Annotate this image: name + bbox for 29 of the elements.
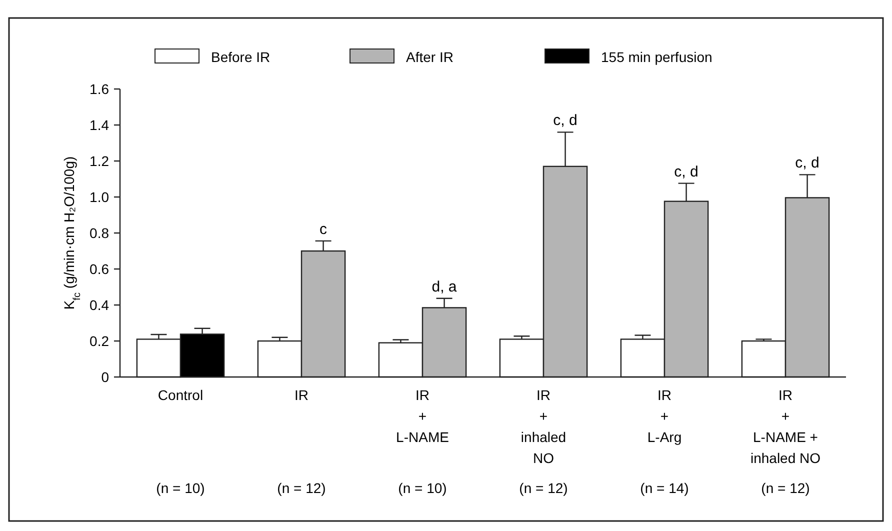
text: (n = 12) bbox=[277, 480, 326, 496]
text: (n = 10) bbox=[156, 480, 205, 496]
y-tick-label: 1.6 bbox=[90, 81, 110, 97]
x-tick-label: IR bbox=[294, 387, 308, 403]
y-tick-label: 0.6 bbox=[90, 261, 110, 277]
y-tick-label: 0.4 bbox=[90, 297, 110, 313]
y-tick-label: 1.4 bbox=[90, 117, 110, 133]
x-tick-label: IR + L-NAME bbox=[396, 387, 449, 445]
annotation: c, d bbox=[553, 112, 578, 130]
y-tick-label: 0.2 bbox=[90, 333, 110, 349]
text: (n = 14) bbox=[640, 480, 689, 496]
annotation: c bbox=[320, 220, 328, 238]
y-tick-label: 1.0 bbox=[90, 189, 110, 205]
y-tick-label: 1.2 bbox=[90, 153, 110, 169]
y-tick-label: 0 bbox=[101, 369, 110, 385]
annotation: c, d bbox=[795, 154, 820, 172]
text: (n = 12) bbox=[519, 480, 568, 496]
y-tick-label: 0.8 bbox=[90, 225, 110, 241]
legend-label: 155 min perfusion bbox=[601, 49, 712, 65]
text: (n = 10) bbox=[398, 480, 447, 496]
x-tick-label: IR + L-NAME + inhaled NO bbox=[750, 387, 821, 466]
x-tick-label: IR + inhaled NO bbox=[520, 387, 566, 466]
annotation: d, a bbox=[432, 278, 458, 296]
annotation: c, d bbox=[674, 163, 698, 180]
x-tick-label: IR + L-Arg bbox=[647, 387, 682, 445]
legend-label: After IR bbox=[406, 49, 454, 65]
text: (n = 12) bbox=[761, 480, 810, 496]
x-tick-label: Control bbox=[158, 387, 204, 403]
legend-label: Before IR bbox=[211, 49, 270, 65]
